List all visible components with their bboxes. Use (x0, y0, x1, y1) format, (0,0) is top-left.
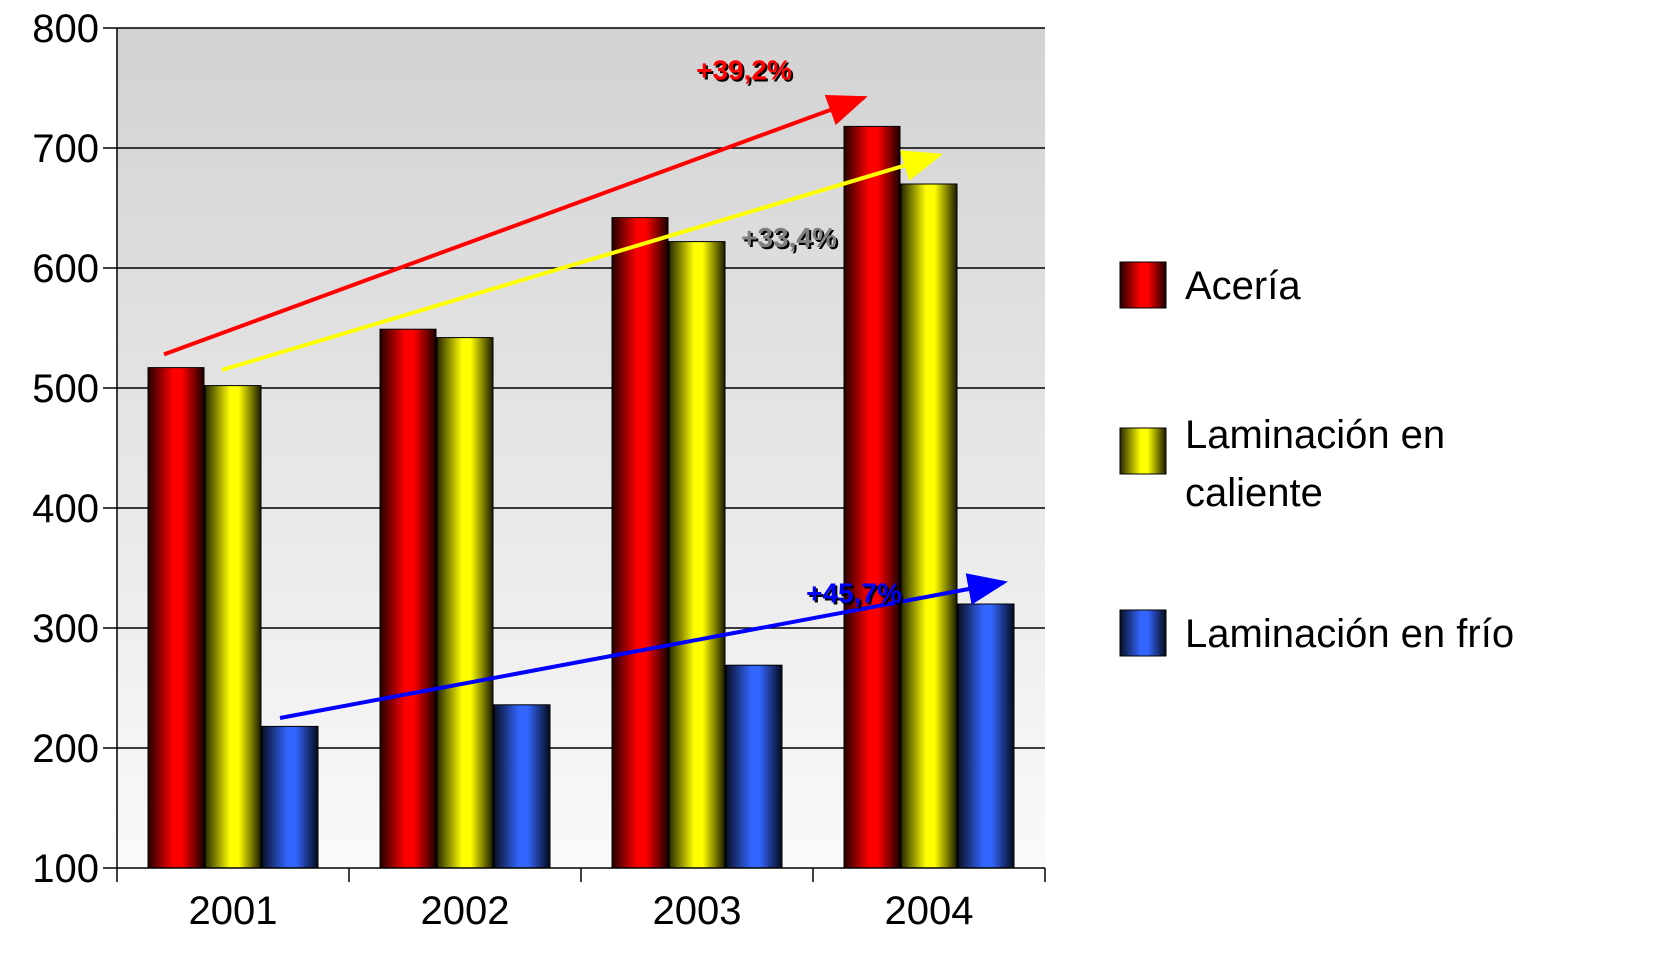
bar-2001-series-2 (262, 726, 318, 868)
growth-label-1: +33,4% (741, 222, 837, 253)
legend-label-2: Laminación en frío (1185, 612, 1514, 656)
y-tick-label: 200 (32, 727, 99, 771)
y-tick-label: 400 (32, 487, 99, 531)
bar-2002-series-1 (437, 338, 493, 868)
x-tick-label: 2001 (189, 889, 278, 933)
y-tick-label: 700 (32, 127, 99, 171)
x-tick-label: 2004 (885, 889, 974, 933)
legend-label-1: caliente (1185, 471, 1323, 515)
x-tick-label: 2002 (421, 889, 510, 933)
bar-2002-series-0 (380, 329, 436, 868)
legend-swatch-0 (1120, 262, 1166, 308)
bar-2004-series-2 (958, 604, 1014, 868)
y-tick-label: 800 (32, 7, 99, 51)
legend-label-0: Acería (1185, 264, 1301, 308)
y-axis-ticks: 100 200 300 400 500 600 700 800 (32, 7, 117, 891)
legend: Acería Laminación en caliente Laminación en… (1120, 262, 1514, 656)
growth-label-0: +39,2% (696, 55, 792, 86)
y-tick-label: 300 (32, 607, 99, 651)
y-tick-label: 500 (32, 367, 99, 411)
bar-2002-series-2 (494, 705, 550, 868)
bar-2003-series-1 (669, 242, 725, 868)
bar-2001-series-1 (205, 386, 261, 868)
y-tick-label: 600 (32, 247, 99, 291)
growth-label-2: +45,7% (806, 577, 902, 608)
legend-swatch-2 (1120, 610, 1166, 656)
legend-label-1: Laminación en (1185, 413, 1445, 457)
bar-2004-series-1 (901, 184, 957, 868)
x-tick-label: 2003 (653, 889, 742, 933)
legend-swatch-1 (1120, 428, 1166, 474)
bar-2001-series-0 (148, 368, 204, 868)
y-tick-label: 100 (32, 847, 99, 891)
x-axis-ticks: 2001 2002 2003 2004 (117, 868, 1045, 933)
bar-2003-series-0 (612, 218, 668, 868)
bar-2003-series-2 (726, 665, 782, 868)
bar-2004-series-0 (844, 126, 900, 868)
